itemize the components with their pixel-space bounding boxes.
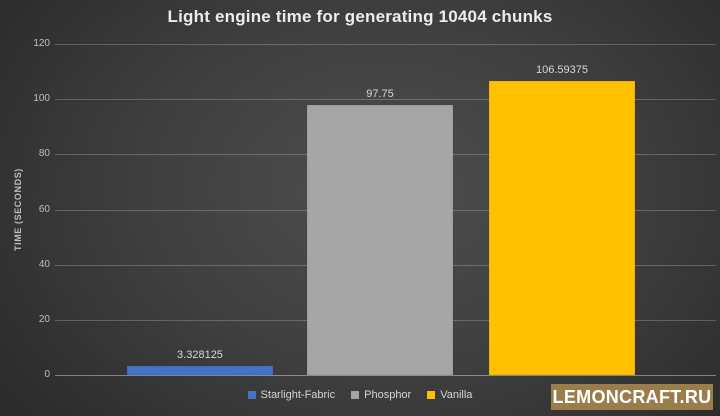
legend-swatch-vanilla [427,391,436,399]
bar-phosphor [307,105,453,375]
y-tick-label-80: 80 [38,148,50,160]
bar-value-label-starlight-fabric: 3.328125 [177,348,223,361]
legend-item-vanilla: Vanilla [427,389,472,401]
gridline-120 [55,44,716,45]
y-tick-label-0: 0 [44,369,50,380]
legend-swatch-starlight-fabric [247,391,256,399]
y-tick-label-60: 60 [38,203,50,215]
watermark-lemoncraft: LEMONCRAFT.RU [551,384,713,410]
legend-item-label: Starlight-Fabric [260,389,336,401]
y-tick-label-120: 120 [33,38,50,49]
legend-item-starlight-fabric: Starlight-Fabric [247,389,336,401]
bar-value-label-vanilla: 106.59375 [536,63,588,76]
gridline-100 [55,99,716,101]
bar-value-label-phosphor: 97.75 [366,88,394,101]
legend-item-label: Vanilla [440,389,473,401]
legend-item-label: Phosphor [364,389,412,401]
gridline-0 [55,375,716,376]
bar-starlight-fabric [127,365,273,375]
y-tick-label-40: 40 [38,258,50,270]
watermark-text: LEMONCRAFT.RU [552,386,712,407]
y-tick-label-20: 20 [38,313,50,325]
chart-title: Light engine time for generating 10404 c… [167,7,553,26]
y-tick-label-100: 100 [33,93,50,105]
bar-vanilla [489,80,635,375]
legend-item-phosphor: Phosphor [351,389,411,401]
legend: Starlight-Fabric Phosphor Vanilla [0,389,720,401]
legend-swatch-phosphor [351,391,360,399]
